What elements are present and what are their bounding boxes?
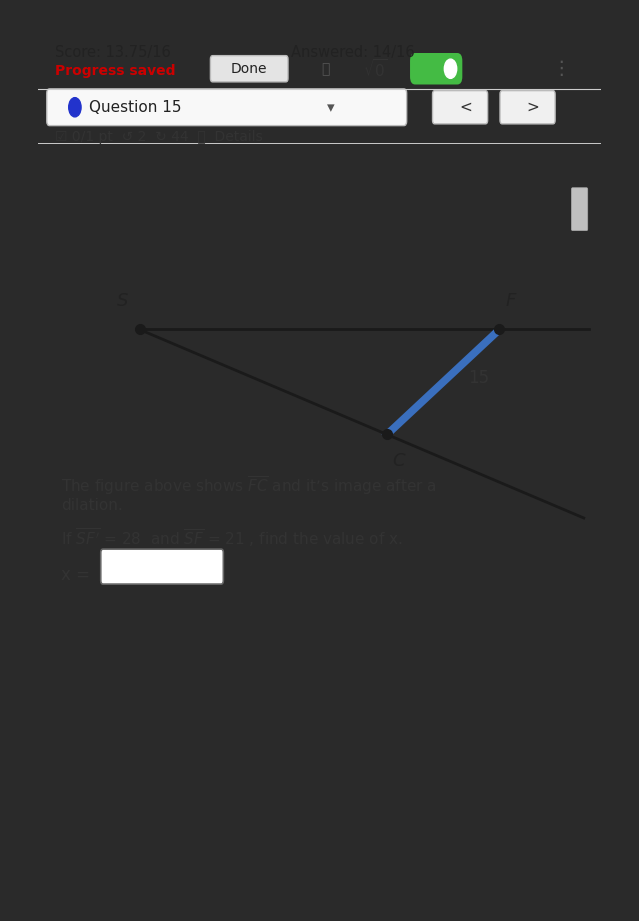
- Text: The figure above shows $\overline{FC}$ and it’s image after a: The figure above shows $\overline{FC}$ a…: [61, 473, 436, 496]
- Text: dilation.: dilation.: [61, 498, 123, 513]
- Text: ▾: ▾: [327, 99, 335, 115]
- FancyBboxPatch shape: [410, 53, 463, 85]
- Text: Progress saved: Progress saved: [55, 64, 176, 78]
- FancyBboxPatch shape: [500, 90, 555, 124]
- Text: 15: 15: [468, 368, 489, 387]
- Text: x =: x =: [61, 565, 90, 584]
- Text: S: S: [117, 292, 128, 310]
- Text: If $\overline{SF'}$ = 28  and $\overline{SF}$ = 21 , find the value of x.: If $\overline{SF'}$ = 28 and $\overline{…: [61, 527, 403, 549]
- Text: Score: 13.75/16: Score: 13.75/16: [55, 45, 171, 60]
- FancyBboxPatch shape: [210, 55, 288, 82]
- Text: 🖨: 🖨: [321, 62, 329, 76]
- FancyBboxPatch shape: [433, 90, 488, 124]
- FancyBboxPatch shape: [47, 89, 406, 125]
- Text: Answered: 14/16: Answered: 14/16: [291, 45, 415, 60]
- Text: $\sqrt{0}$: $\sqrt{0}$: [364, 58, 388, 80]
- Circle shape: [69, 98, 81, 117]
- Text: ☑ 0/1 pt  ↺ 2  ↻ 44  ⓘ  Details: ☑ 0/1 pt ↺ 2 ↻ 44 ⓘ Details: [55, 130, 263, 144]
- FancyBboxPatch shape: [571, 188, 588, 230]
- Text: >: >: [527, 99, 539, 115]
- Text: ⋮: ⋮: [551, 59, 571, 78]
- Circle shape: [444, 59, 457, 78]
- Text: <: <: [459, 99, 472, 115]
- FancyBboxPatch shape: [101, 549, 224, 584]
- Text: Question 15: Question 15: [89, 99, 181, 115]
- Text: C: C: [392, 452, 405, 470]
- Text: F: F: [505, 292, 516, 310]
- Text: Done: Done: [231, 62, 268, 76]
